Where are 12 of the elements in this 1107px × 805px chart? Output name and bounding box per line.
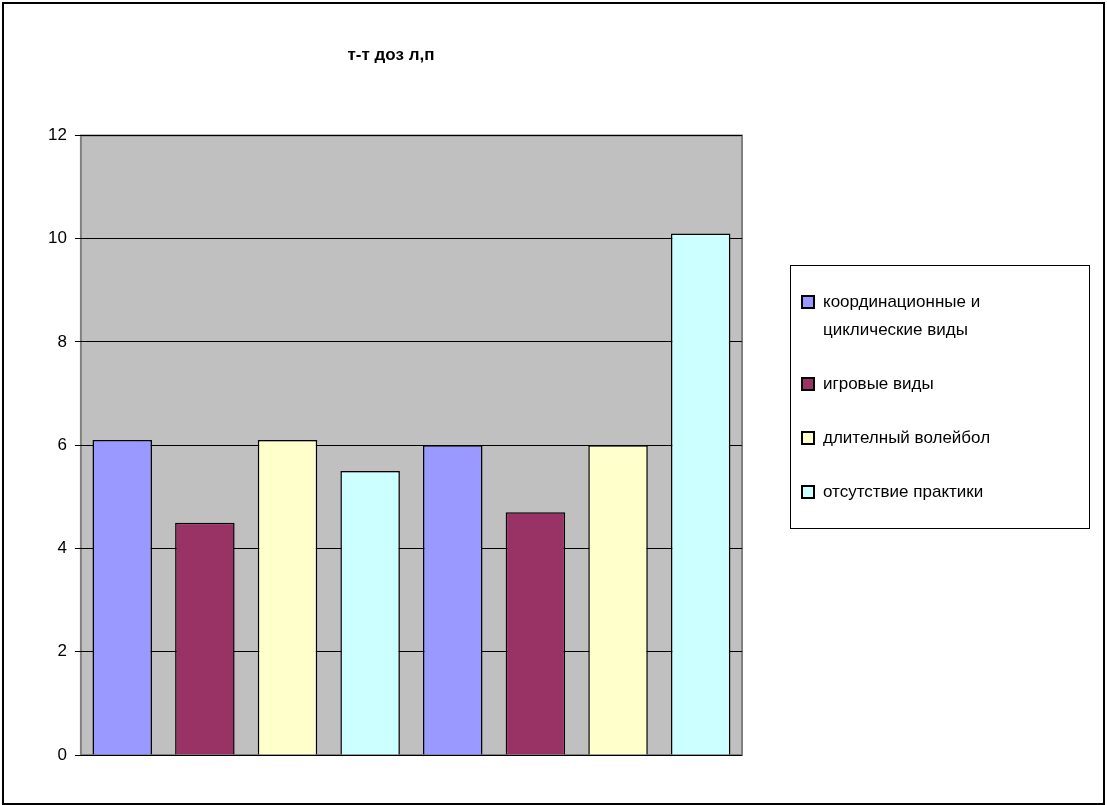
y-tick-label: 4 [57, 538, 67, 558]
y-tick-label: 10 [47, 228, 67, 248]
legend-label: длителный волейбол [823, 427, 991, 449]
y-tick-label: 12 [47, 125, 67, 145]
legend-label: отсутствие практики [823, 481, 984, 503]
chart-title: т-т доз л,п [347, 44, 435, 64]
y-tick-label: 8 [57, 331, 67, 351]
legend-label: игровые виды [823, 373, 934, 395]
y-tick-label: 2 [57, 641, 67, 661]
y-tick-label: 6 [57, 434, 67, 454]
legend-label: координационные и циклические виды [823, 291, 982, 341]
y-tick-label: 0 [57, 744, 67, 764]
